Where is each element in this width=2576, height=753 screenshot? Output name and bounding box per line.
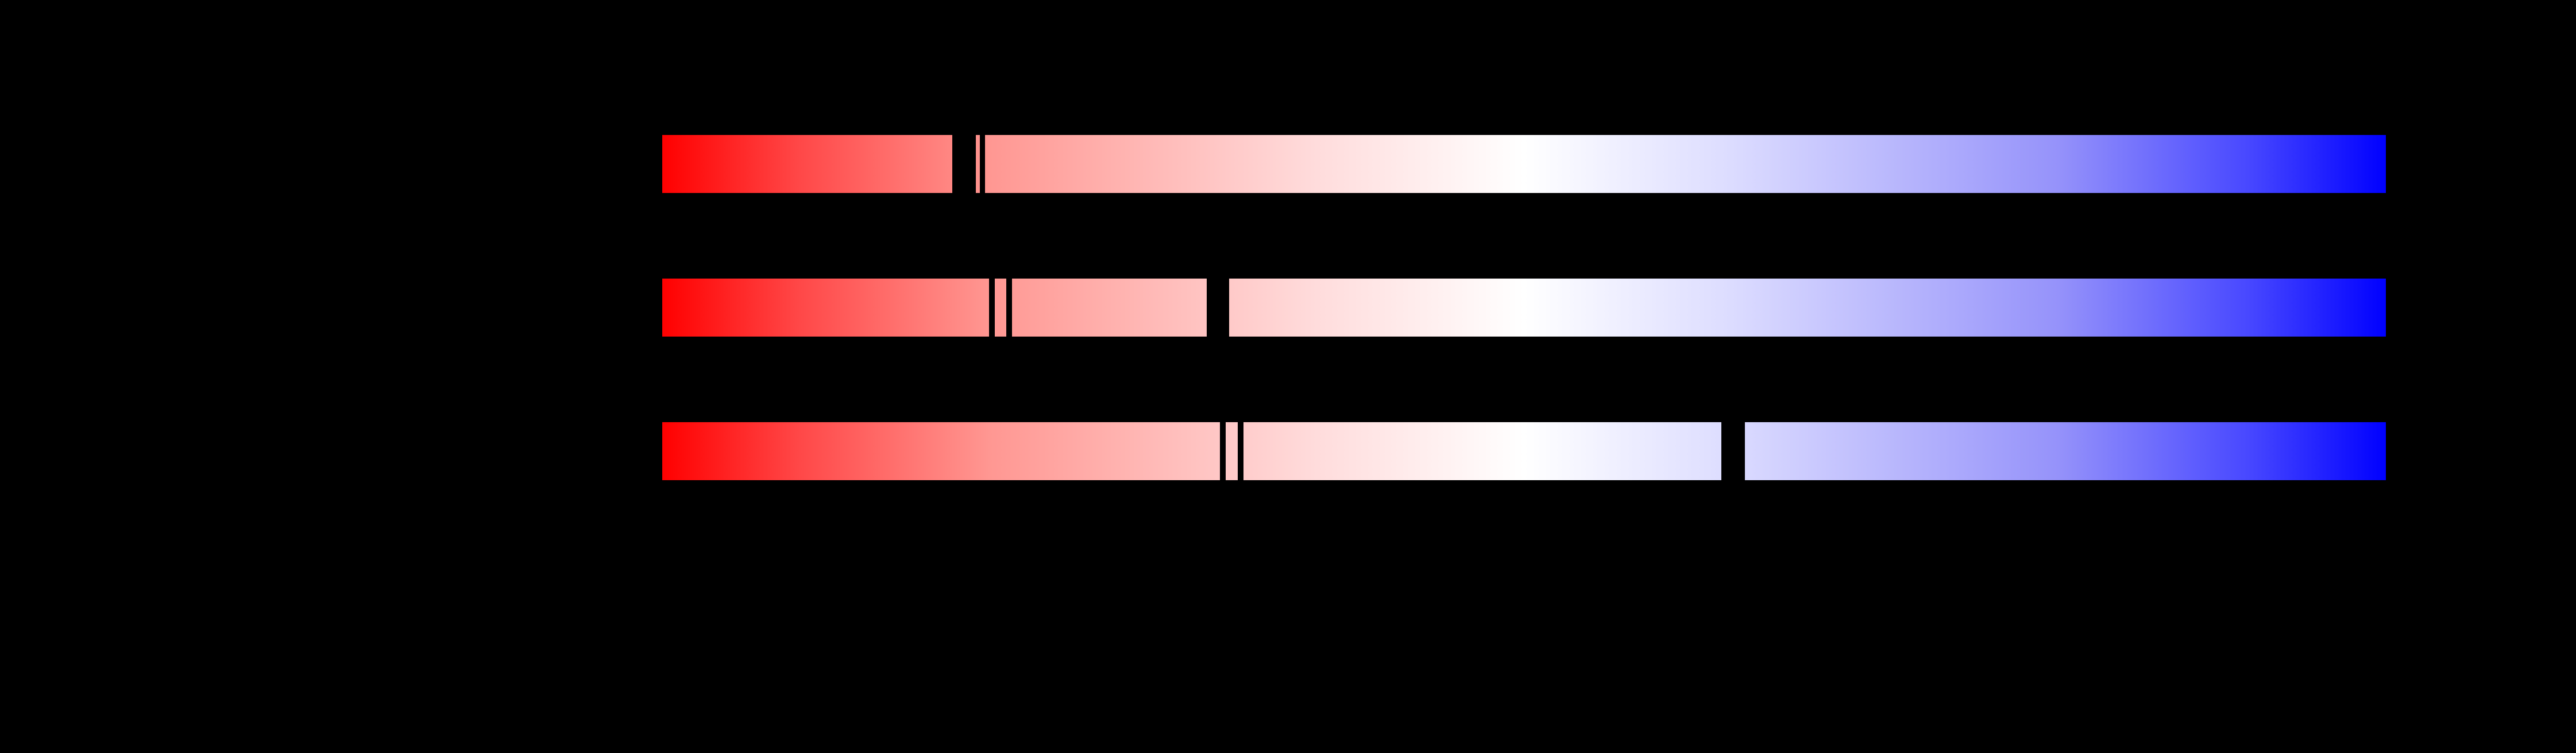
marker-thick <box>952 135 976 193</box>
marker-thin <box>1238 422 1243 480</box>
colorbar-row-1 <box>662 135 2386 193</box>
colorbar-row-2 <box>662 279 2386 337</box>
marker-thin <box>989 279 995 337</box>
marker-thick <box>1721 422 1745 480</box>
marker-thin <box>980 135 985 193</box>
marker-thin <box>1006 279 1012 337</box>
marker-thick <box>1207 279 1229 337</box>
colorbar-row-3 <box>662 422 2386 480</box>
marker-thin <box>1220 422 1226 480</box>
